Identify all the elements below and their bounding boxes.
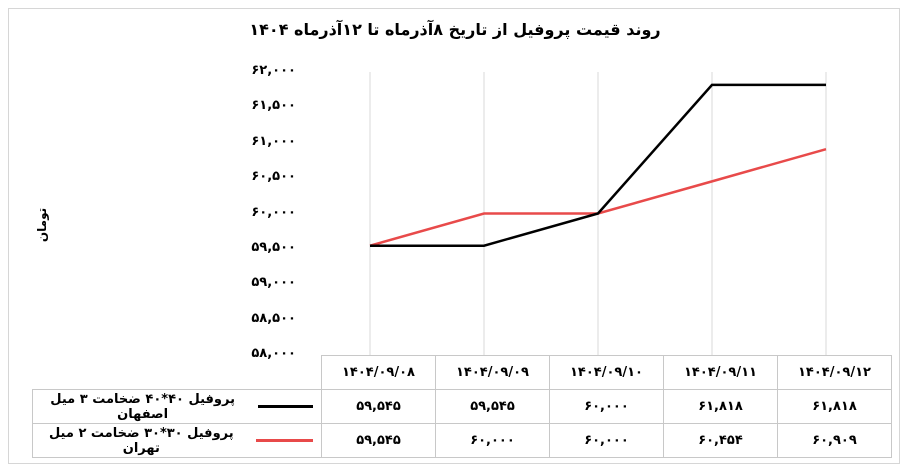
- legend-entry-tehran: پروفیل ۳۰*۳۰ ضخامت ۲ میل تهران: [32, 423, 322, 458]
- series-line-isfahan: [370, 83, 826, 247]
- legend-label: پروفیل ۳۰*۳۰ ضخامت ۲ میل تهران: [48, 425, 234, 456]
- data-cell: ۵۹,۵۴۵: [435, 389, 550, 424]
- y-tick-label: ۶۱,۰۰۰: [251, 133, 296, 149]
- data-cell: ۶۱,۸۱۸: [777, 389, 892, 424]
- category-label: ۱۴۰۴/۰۹/۰۹: [435, 355, 550, 390]
- data-table-header-row: ۱۴۰۴/۰۹/۰۸ ۱۴۰۴/۰۹/۰۹ ۱۴۰۴/۰۹/۱۰ ۱۴۰۴/۰۹…: [32, 355, 892, 390]
- y-tick-label: ۶۱,۵۰۰: [251, 98, 296, 114]
- data-table: ۱۴۰۴/۰۹/۰۸ ۱۴۰۴/۰۹/۰۹ ۱۴۰۴/۰۹/۱۰ ۱۴۰۴/۰۹…: [32, 355, 892, 458]
- y-tick-label: ۵۸,۵۰۰: [251, 310, 296, 326]
- data-cell: ۶۰,۴۵۴: [663, 423, 778, 458]
- data-cell: ۵۹,۵۴۵: [321, 423, 436, 458]
- category-label: ۱۴۰۴/۰۹/۱۱: [663, 355, 778, 390]
- data-cell: ۵۹,۵۴۵: [321, 389, 436, 424]
- data-table-row-isfahan: پروفیل ۴۰*۴۰ ضخامت ۳ میل اصفهان ۵۹,۵۴۵ ۵…: [32, 389, 892, 424]
- y-tick-label: ۶۲,۰۰۰: [251, 63, 296, 78]
- category-label: ۱۴۰۴/۰۹/۱۰: [549, 355, 664, 390]
- category-label: ۱۴۰۴/۰۹/۱۲: [777, 355, 892, 390]
- legend-entry-isfahan: پروفیل ۴۰*۴۰ ضخامت ۳ میل اصفهان: [32, 389, 322, 424]
- y-tick-label: ۵۹,۰۰۰: [251, 275, 296, 291]
- data-cell: ۶۰,۰۰۰: [549, 423, 664, 458]
- legend-swatch-red: [255, 439, 313, 442]
- data-table-corner: [32, 355, 322, 390]
- data-cell: ۶۱,۸۱۸: [663, 389, 778, 424]
- category-label: ۱۴۰۴/۰۹/۰۸: [321, 355, 436, 390]
- data-cell: ۶۰,۰۰۰: [549, 389, 664, 424]
- y-tick-label: ۶۰,۵۰۰: [251, 169, 296, 185]
- y-tick-label: ۶۰,۰۰۰: [251, 204, 296, 220]
- data-cell: ۶۰,۰۰۰: [435, 423, 550, 458]
- chart-frame: [8, 8, 900, 464]
- chart-title: روند قیمت پروفیل از تاریخ ۸آذرماه تا ۱۲آ…: [249, 20, 661, 39]
- data-cell: ۶۰,۹۰۹: [777, 423, 892, 458]
- data-table-row-tehran: پروفیل ۳۰*۳۰ ضخامت ۲ میل تهران ۵۹,۵۴۵ ۶۰…: [32, 423, 892, 458]
- y-tick-label: ۵۹,۵۰۰: [251, 239, 296, 255]
- legend-swatch-black: [258, 405, 313, 408]
- legend-label: پروفیل ۴۰*۴۰ ضخامت ۳ میل اصفهان: [50, 391, 235, 422]
